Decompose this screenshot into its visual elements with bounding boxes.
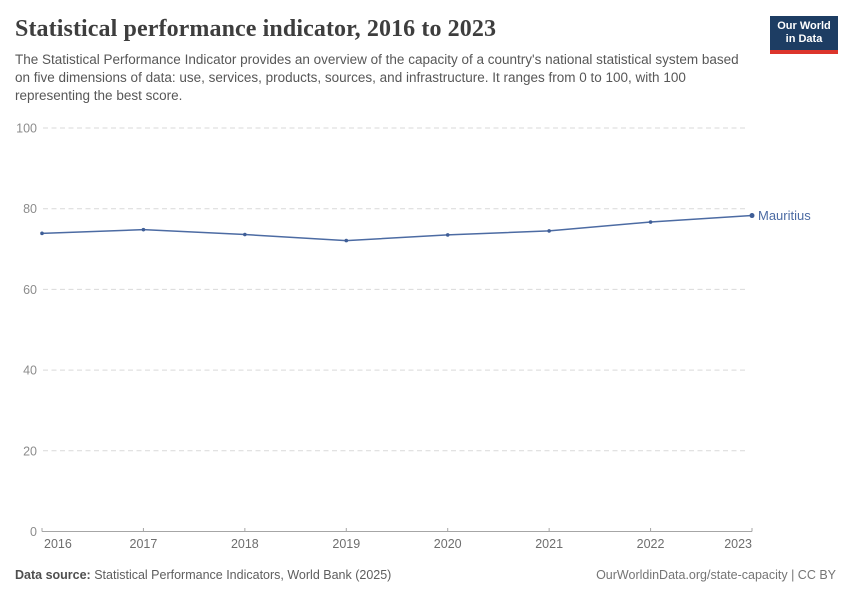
data-point-2018 [243,232,247,237]
chart-footer: Data source: Statistical Performance Ind… [15,568,836,582]
x-axis-tick-label-2023: 2023 [724,537,752,551]
series-line-mauritius[interactable] [41,214,753,242]
data-source-value: Statistical Performance Indicators, Worl… [94,568,392,582]
x-axis-tick-label-2020: 2020 [434,537,462,551]
x-axis-tick-label-2018: 2018 [231,537,259,551]
x-axis-tick-label-2016: 2016 [44,537,72,551]
data-point-2022 [648,220,653,224]
x-axis-tick-label-2022: 2022 [637,537,665,551]
y-axis-tick-label-80: 80 [23,202,37,216]
owid-logo-line2: in Data [785,33,823,45]
data-point-2019 [344,238,349,243]
chart-title: Statistical performance indicator, 2016 … [15,16,497,42]
owid-logo-line1: Our World [777,20,831,32]
data-point-2016 [40,231,44,236]
series-end-label-mauritius[interactable]: Mauritius [758,208,811,223]
y-axis-tick-label-0: 0 [30,525,37,539]
y-axis-tick-label-20: 20 [23,444,37,458]
data-point-2021 [547,229,551,233]
data-source-label: Data source: [15,568,91,582]
owid-logo-red-stripe [770,50,838,54]
chart-subtitle: The Statistical Performance Indicator pr… [15,52,739,103]
data-point-2020 [445,233,450,237]
data-source-note: Data source: Statistical Performance Ind… [15,568,391,582]
x-axis-tick-label-2019: 2019 [332,537,360,551]
x-axis-tick-label-2021: 2021 [535,537,563,551]
y-axis-tick-label-60: 60 [23,283,37,297]
data-point-2017 [141,227,146,232]
y-axis-tick-label-40: 40 [23,364,37,378]
owid-logo-text: Our World in Data [770,16,838,50]
chart-header: Statistical performance indicator, 2016 … [15,14,743,105]
x-axis-tick-label-2017: 2017 [130,537,158,551]
attribution-link[interactable]: OurWorldinData.org/state-capacity | CC B… [596,568,836,582]
data-point-2023 [749,213,755,219]
owid-logo[interactable]: Our World in Data [770,16,838,54]
y-axis-tick-label-100: 100 [16,122,37,136]
